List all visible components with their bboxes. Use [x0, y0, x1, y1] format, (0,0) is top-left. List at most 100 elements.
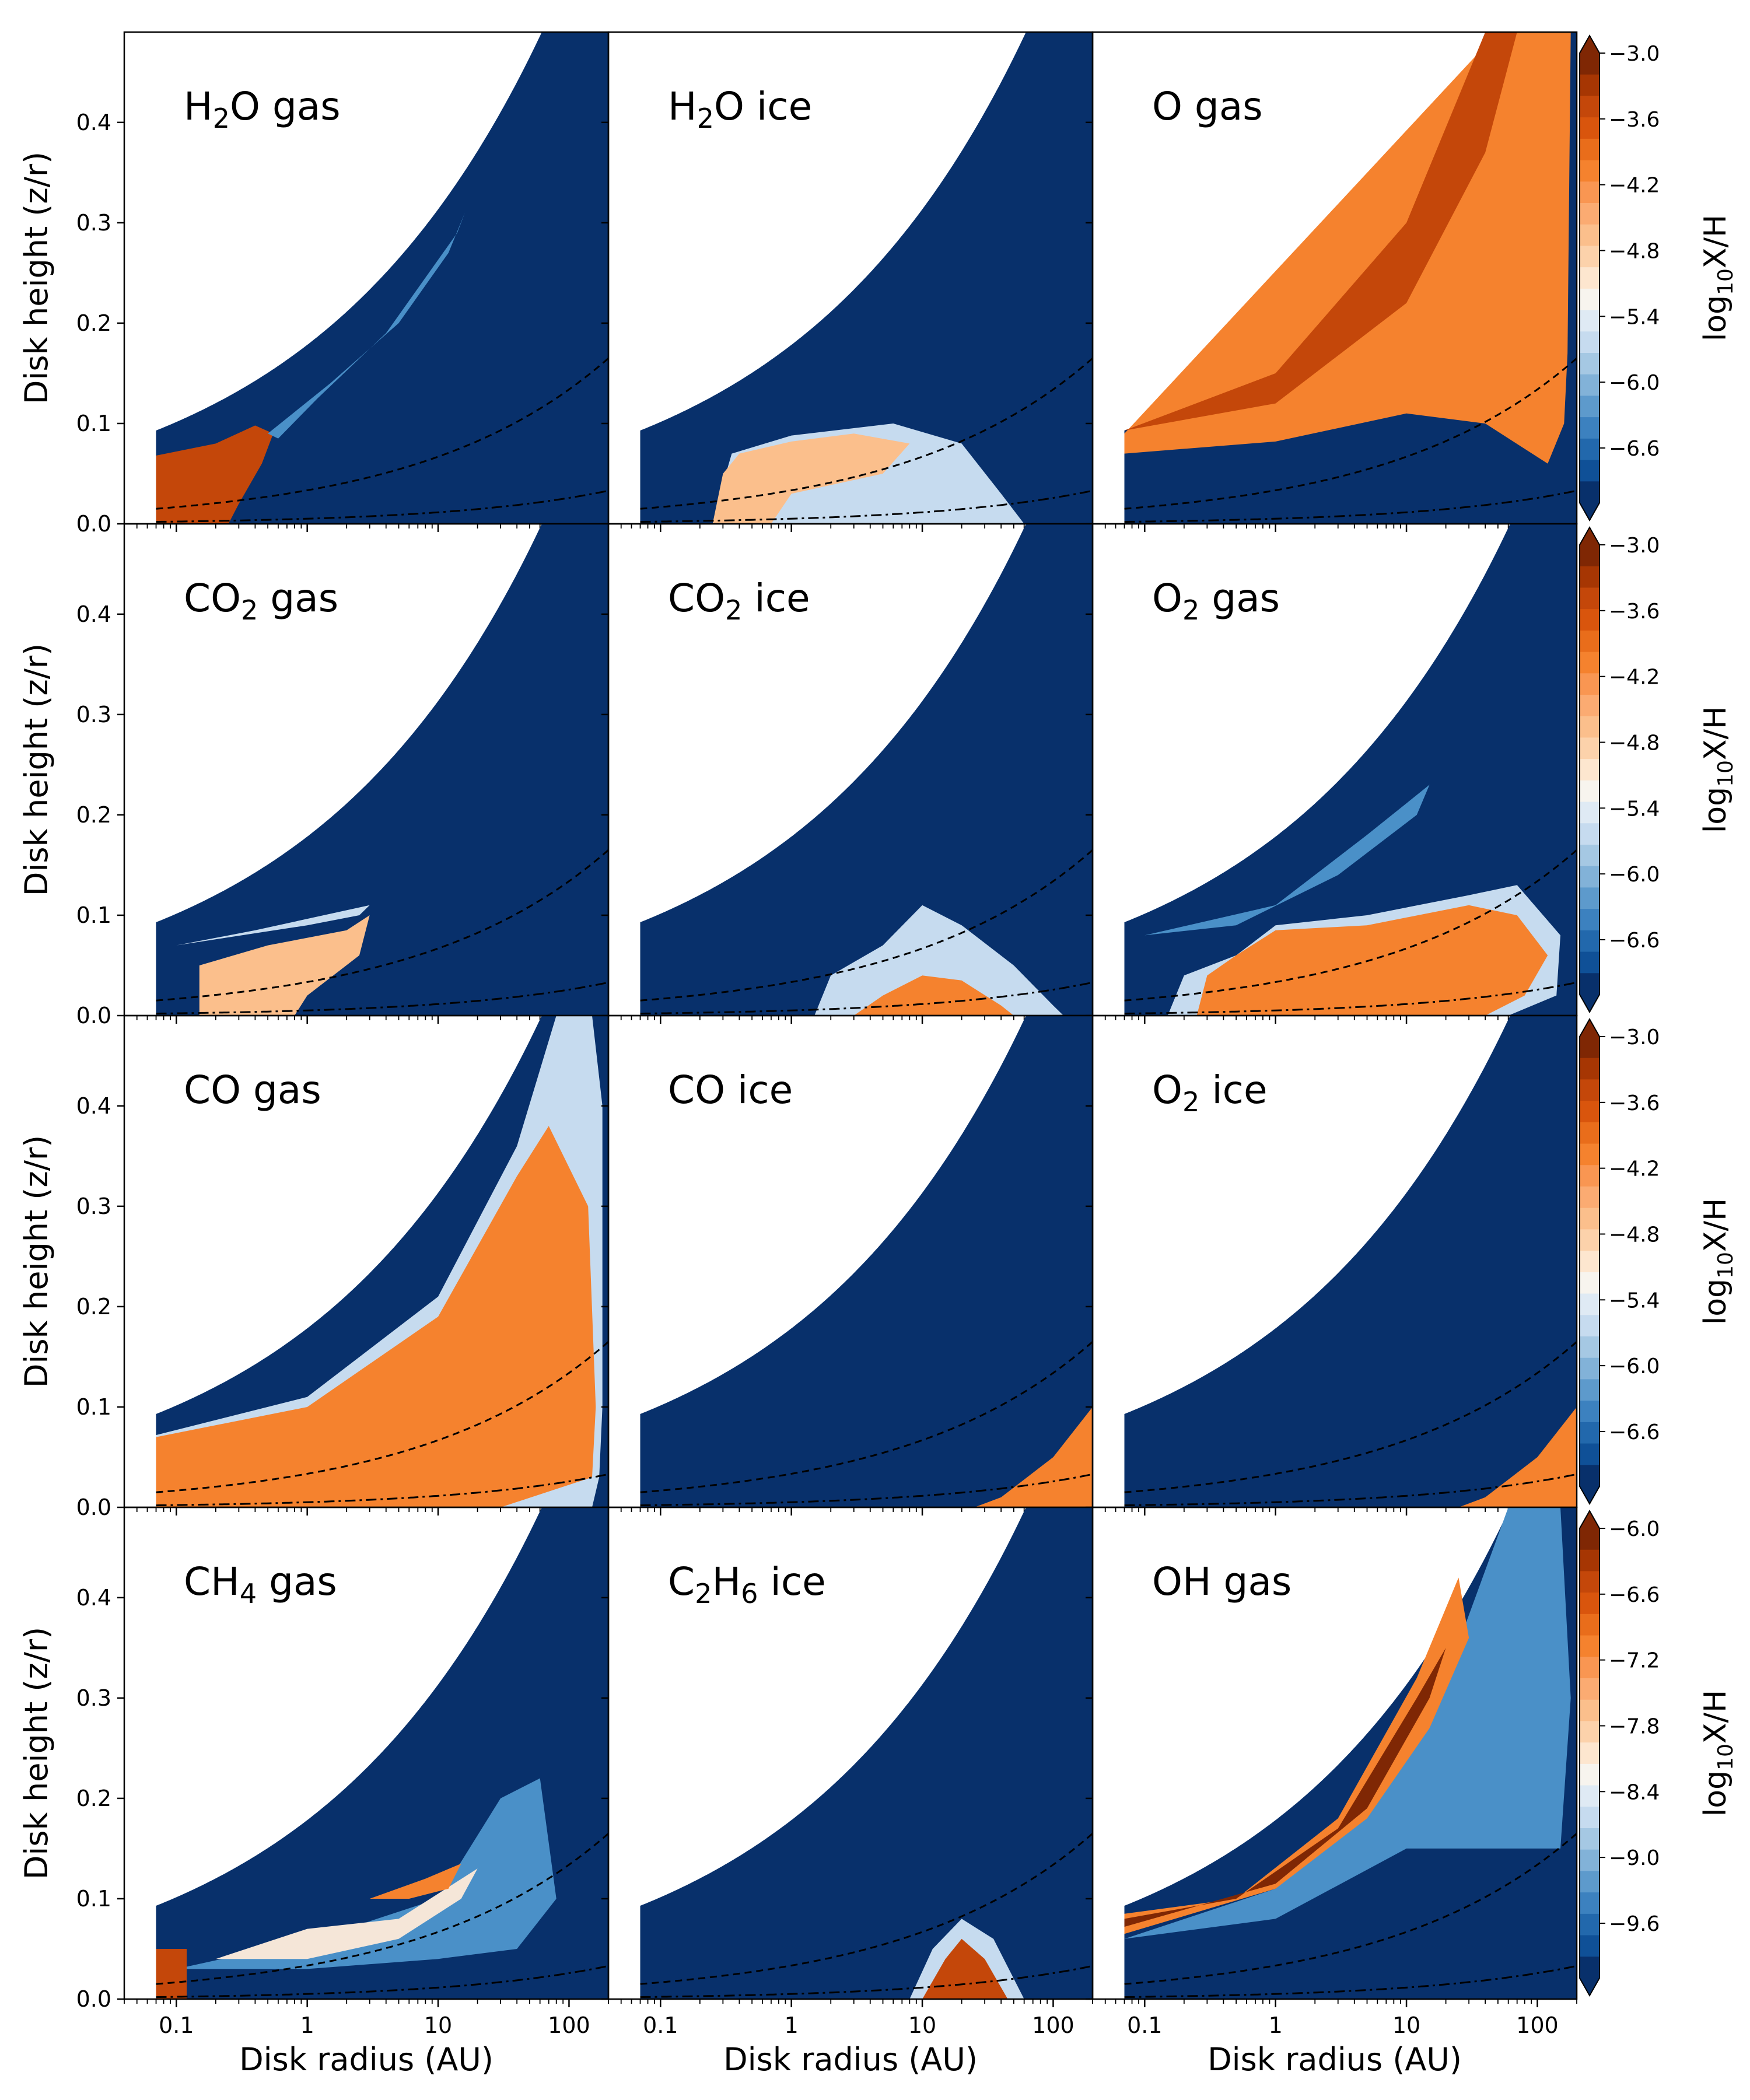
colorbar-tick-label: −6.0	[1609, 1354, 1660, 1378]
colorbar-segment	[1580, 1763, 1600, 1786]
colorbar-segment	[1580, 1913, 1600, 1936]
colorbar-tick-label: −4.8	[1609, 731, 1660, 755]
colorbar-segment	[1580, 673, 1600, 695]
colorbar-segment	[1580, 331, 1600, 354]
y-tick-label: 0.2	[76, 802, 111, 828]
colorbar-segment	[1580, 1037, 1600, 1059]
y-tick-label: 0.0	[76, 1494, 111, 1520]
colorbar-segment	[1580, 930, 1600, 953]
colorbar-segment	[1580, 246, 1600, 268]
colorbar-tick-label: −7.8	[1609, 1714, 1660, 1738]
colorbar-segment	[1580, 737, 1600, 760]
colorbar-segment	[1580, 1122, 1600, 1144]
colorbar-tick-label: −3.6	[1609, 108, 1660, 132]
dashdot-curve	[1124, 1473, 1577, 1507]
x-tick-label: 0.1	[643, 2013, 678, 2038]
colorbar-segment	[1580, 951, 1600, 974]
colorbar-tick-label: −9.0	[1609, 1846, 1660, 1870]
colorbar-segment	[1580, 545, 1600, 567]
disk-background	[640, 1016, 1093, 1507]
colorbar-tick-label: −6.6	[1609, 929, 1660, 953]
colorbar-segment	[1580, 1678, 1600, 1700]
y-tick-label: 0.3	[76, 1685, 111, 1711]
colorbar-segment	[1580, 1571, 1600, 1593]
colorbar-segment	[1580, 117, 1600, 139]
ch4-gas-halo	[176, 1778, 556, 1969]
colorbar-tick-label: −7.2	[1609, 1649, 1660, 1673]
colorbar-tick-label: −3.0	[1609, 42, 1660, 66]
o2-ice-region	[1458, 1407, 1577, 1507]
colorbar-segment	[1580, 267, 1600, 289]
colorbar-tick-label: −6.6	[1609, 1420, 1660, 1444]
colorbar-tick-label: −3.6	[1609, 600, 1660, 624]
colorbar-segment	[1580, 630, 1600, 653]
colorbar-segment	[1580, 1807, 1600, 1829]
dashed-curve	[156, 1340, 608, 1493]
colorbar-segment	[1580, 374, 1600, 397]
disk-background	[640, 1507, 1093, 1999]
colorbar-max-arrow	[1580, 527, 1600, 545]
x-tick-label: 1	[300, 2013, 314, 2038]
panel-label: OH gas	[1152, 1559, 1292, 1604]
y-tick-label: 0.3	[76, 702, 111, 727]
panel-label: C2H6 ice	[668, 1559, 826, 1609]
colorbar-frame	[1579, 1509, 1600, 1997]
co-gas-region	[156, 1126, 596, 1507]
colorbar-tick-label: −3.0	[1609, 1026, 1660, 1049]
colorbar-segment	[1580, 1549, 1600, 1572]
x-tick-label: 100	[548, 2013, 590, 2038]
panel-co-ice: CO ice	[601, 1014, 1094, 1516]
panel-label: O2 ice	[1152, 1068, 1268, 1118]
colorbar-tick-label: −5.4	[1609, 1289, 1660, 1312]
dashed-curve	[1124, 357, 1577, 510]
ch4-gas-core	[369, 1863, 461, 1899]
dashed-curve	[156, 1832, 608, 1985]
dashed-curve	[156, 849, 608, 1002]
dashdot-curve	[640, 1965, 1093, 1999]
co-ice-region	[974, 1407, 1093, 1507]
disk-background	[1124, 524, 1577, 1016]
dashed-curve	[640, 1832, 1093, 1985]
panel-label: CO2 ice	[668, 576, 810, 626]
panel-label: CO ice	[668, 1068, 793, 1112]
colorbar-segment	[1580, 866, 1600, 888]
x-tick-label: 1	[1269, 2013, 1283, 2038]
y-tick-label: 0.3	[76, 210, 111, 236]
colorbar-segment	[1580, 1528, 1600, 1550]
panel-label: CO2 gas	[184, 576, 338, 626]
h2o-gas-inner-region	[156, 425, 274, 524]
x-tick-label: 0.1	[159, 2013, 194, 2038]
y-tick-label: 0.4	[76, 601, 111, 627]
colorbar-frame	[1579, 526, 1600, 1014]
y-tick-label: 0.2	[76, 310, 111, 336]
o-gas-surface-layer	[1124, 32, 1517, 430]
colorbar-segment	[1580, 438, 1600, 461]
colorbar-segment	[1580, 1614, 1600, 1636]
dashdot-curve	[156, 1965, 608, 1999]
colorbar-segment	[1580, 310, 1600, 332]
dashdot-curve	[640, 489, 1093, 523]
colorbar-label: log10X/H	[1698, 1690, 1738, 1817]
dashdot-curve	[1124, 1965, 1577, 1999]
c2h6-ice-core	[922, 1938, 1008, 1999]
colorbar-segment	[1580, 1251, 1600, 1273]
dashed-curve	[1124, 1340, 1577, 1493]
colorbar-segment	[1580, 396, 1600, 418]
colorbar-segment	[1580, 53, 1600, 75]
colorbar-segment	[1580, 1465, 1600, 1487]
disk-background	[1124, 1016, 1577, 1507]
colorbar-segment	[1580, 417, 1600, 439]
colorbar-segment	[1580, 1293, 1600, 1315]
panel-oh-gas: OH gas 0.1 1 10 100 Disk radius (AU)	[1086, 1506, 1578, 2078]
disk-background	[156, 524, 608, 1016]
colorbar-min-arrow	[1580, 1486, 1600, 1504]
colorbar-segment	[1580, 224, 1600, 247]
colorbar-tick-label: −4.8	[1609, 1223, 1660, 1247]
colorbar-tick-label: −4.2	[1609, 666, 1660, 690]
colorbars-layer: −3.0 −3.6 −4.2 −4.8 −5.4 −6.0 −6.6 log10X/H −3.0…	[1579, 34, 1738, 1997]
colorbar-segment	[1580, 887, 1600, 909]
colorbar-row-0: −3.0 −3.6 −4.2 −4.8 −5.4 −6.0 −6.6 log10X/H	[1579, 34, 1738, 522]
colorbar-max-arrow	[1580, 1511, 1600, 1528]
co2-ice-halo	[814, 905, 1064, 1016]
x-tick-label: 100	[1516, 2013, 1559, 2038]
